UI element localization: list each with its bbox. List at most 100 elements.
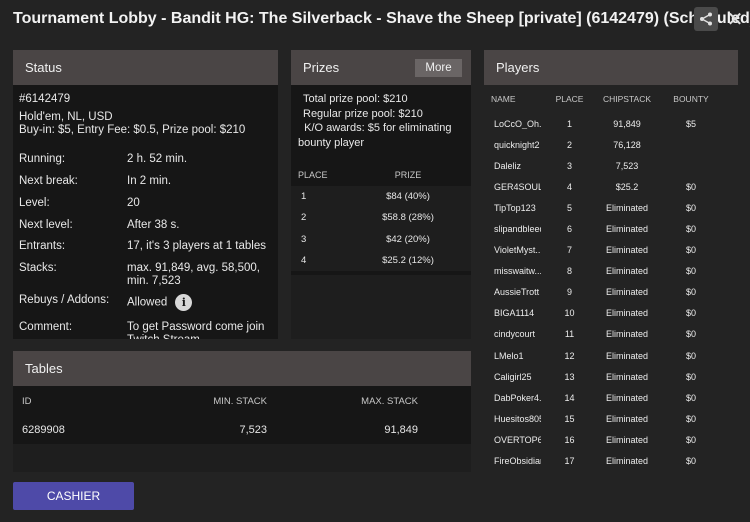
player-row[interactable]: LMelo1 12 Eliminated $0 [484,345,738,366]
table-max-stack: 91,849 [384,424,418,436]
status-label: Level: [19,197,50,209]
more-button[interactable]: More [415,59,462,77]
player-row[interactable]: FireObsidian 17 Eliminated $0 [484,451,738,472]
status-label: Rebuys / Addons: [19,294,110,306]
player-row[interactable]: GER4SOUL 4 $25.2 $0 [484,176,738,197]
player-name: quicknight2 [494,139,540,150]
prize-place: 4 [301,255,307,267]
prize-place: 3 [301,233,307,245]
player-chipstack: Eliminated [605,371,649,382]
column-header-bounty[interactable]: BOUNTY [673,94,709,104]
player-name: Huesitos805 [494,413,541,424]
player-place: 4 [566,181,572,192]
info-icon[interactable]: i [175,294,193,311]
status-row-comment: Comment: To get Password come join Twitc… [19,321,272,339]
prizes-header: Prizes More [291,50,471,85]
player-row[interactable]: Daleliz 3 7,523 [484,155,738,176]
prize-place: 2 [301,212,307,224]
prize-row: 3 $42 (20%) [291,228,471,250]
prize-table-empty-area [291,275,471,339]
player-row[interactable]: OVERTOP69 16 Eliminated $0 [484,429,738,450]
player-bounty: $0 [685,329,696,340]
player-row[interactable]: LoCcO_Oh... 1 91,849 $5 [484,113,738,134]
cashier-button[interactable]: CASHIER [13,482,134,510]
table-row[interactable]: 6289908 7,523 91,849 [13,416,471,444]
status-label: Comment: [19,321,73,333]
player-place: 16 [564,434,575,445]
player-bounty: $0 [685,371,696,382]
player-name: FireObsidian [494,456,541,467]
window-title: Tournament Lobby - Bandit HG: The Silver… [13,10,750,27]
player-name: LoCcO_Oh... [494,118,541,129]
player-row[interactable]: misswaitw... 8 Eliminated $0 [484,261,738,282]
status-row-running: Running: 2 h. 52 min. [19,153,272,175]
player-place: 9 [566,287,572,298]
player-name: DabPoker4... [494,392,541,403]
player-row[interactable]: TipTop123 5 Eliminated $0 [484,197,738,218]
share-button[interactable] [694,7,718,31]
player-place: 11 [564,329,575,340]
tables-header: Tables [13,351,471,386]
player-place: 7 [566,245,572,256]
player-bounty: $0 [685,350,696,361]
player-row[interactable]: quicknight2 2 76,128 [484,134,738,155]
player-place: 14 [564,392,575,403]
status-row-level: Level: 20 [19,197,272,219]
prize-table: PLACE PRIZE 1 $84 (40%) 2 $58.8 (28%) 3 … [291,164,471,272]
prize-row: 4 $25.2 (12%) [291,249,471,272]
player-place: 13 [564,371,575,382]
regular-prize-label: Regular prize pool: [303,107,396,120]
close-button[interactable]: ✕ [725,7,745,31]
column-header-place[interactable]: PLACE [555,94,584,104]
tournament-id: #6142479 [19,93,71,105]
column-header-name[interactable]: NAME [491,94,516,104]
table-min-stack: 7,523 [239,424,267,436]
player-chipstack: Eliminated [605,329,649,340]
player-row[interactable]: slipandbleed 6 Eliminated $0 [484,218,738,239]
status-value: 17, it's 3 players at 1 tables [127,240,266,252]
player-row[interactable]: AussieTrott 9 Eliminated $0 [484,282,738,303]
player-name: BIGA1114 [494,308,535,319]
player-row[interactable]: cindycourt 11 Eliminated $0 [484,324,738,345]
total-prize-value: $210 [383,93,408,105]
player-chipstack: 91,849 [613,118,641,129]
column-header-id: ID [22,395,32,407]
status-value: 20 [127,197,140,209]
player-row[interactable]: VioletMyst... 7 Eliminated $0 [484,240,738,261]
player-place: 12 [564,350,575,361]
player-bounty: $0 [685,287,696,298]
player-bounty: $0 [685,245,696,256]
player-row[interactable]: Caligirl25 13 Eliminated $0 [484,366,738,387]
player-chipstack: Eliminated [605,224,649,235]
player-chipstack: Eliminated [605,202,649,213]
player-name: LMelo1 [494,350,524,361]
player-chipstack: Eliminated [605,266,649,277]
player-row[interactable]: Huesitos805 15 Eliminated $0 [484,408,738,429]
player-row[interactable]: BIGA1114 10 Eliminated $0 [484,303,738,324]
prize-row: 1 $84 (40%) [291,186,471,208]
player-bounty: $0 [685,434,696,445]
player-name: Caligirl25 [494,371,532,382]
player-name: VioletMyst... [494,245,541,256]
status-value: In 2 min. [127,175,172,187]
player-name: slipandbleed [494,224,541,235]
status-label: Next break: [19,175,78,187]
player-chipstack: Eliminated [605,413,649,424]
player-bounty: $0 [685,413,696,424]
player-chipstack: Eliminated [605,350,649,361]
player-row[interactable]: DabPoker4... 14 Eliminated $0 [484,387,738,408]
prize-place: 1 [301,191,307,203]
column-header-chipstack[interactable]: CHIPSTACK [602,94,652,104]
player-name: OVERTOP69 [494,434,541,445]
player-name: Daleliz [494,160,522,171]
player-chipstack: Eliminated [605,245,649,256]
players-table-header: NAME PLACE CHIPSTACK BOUNTY [484,85,738,113]
status-panel: Status #6142479 Hold'em, NL, USD Buy-in:… [13,50,278,339]
status-label: Next level: [19,219,73,231]
status-value: Allowed [127,296,168,309]
player-place: 17 [564,456,575,467]
status-value: After 38 s. [127,219,180,231]
status-row-rebuys: Rebuys / Addons: Allowed i [19,294,272,321]
prize-amount: $25.2 (12%) [382,255,434,267]
player-place: 8 [566,266,572,277]
